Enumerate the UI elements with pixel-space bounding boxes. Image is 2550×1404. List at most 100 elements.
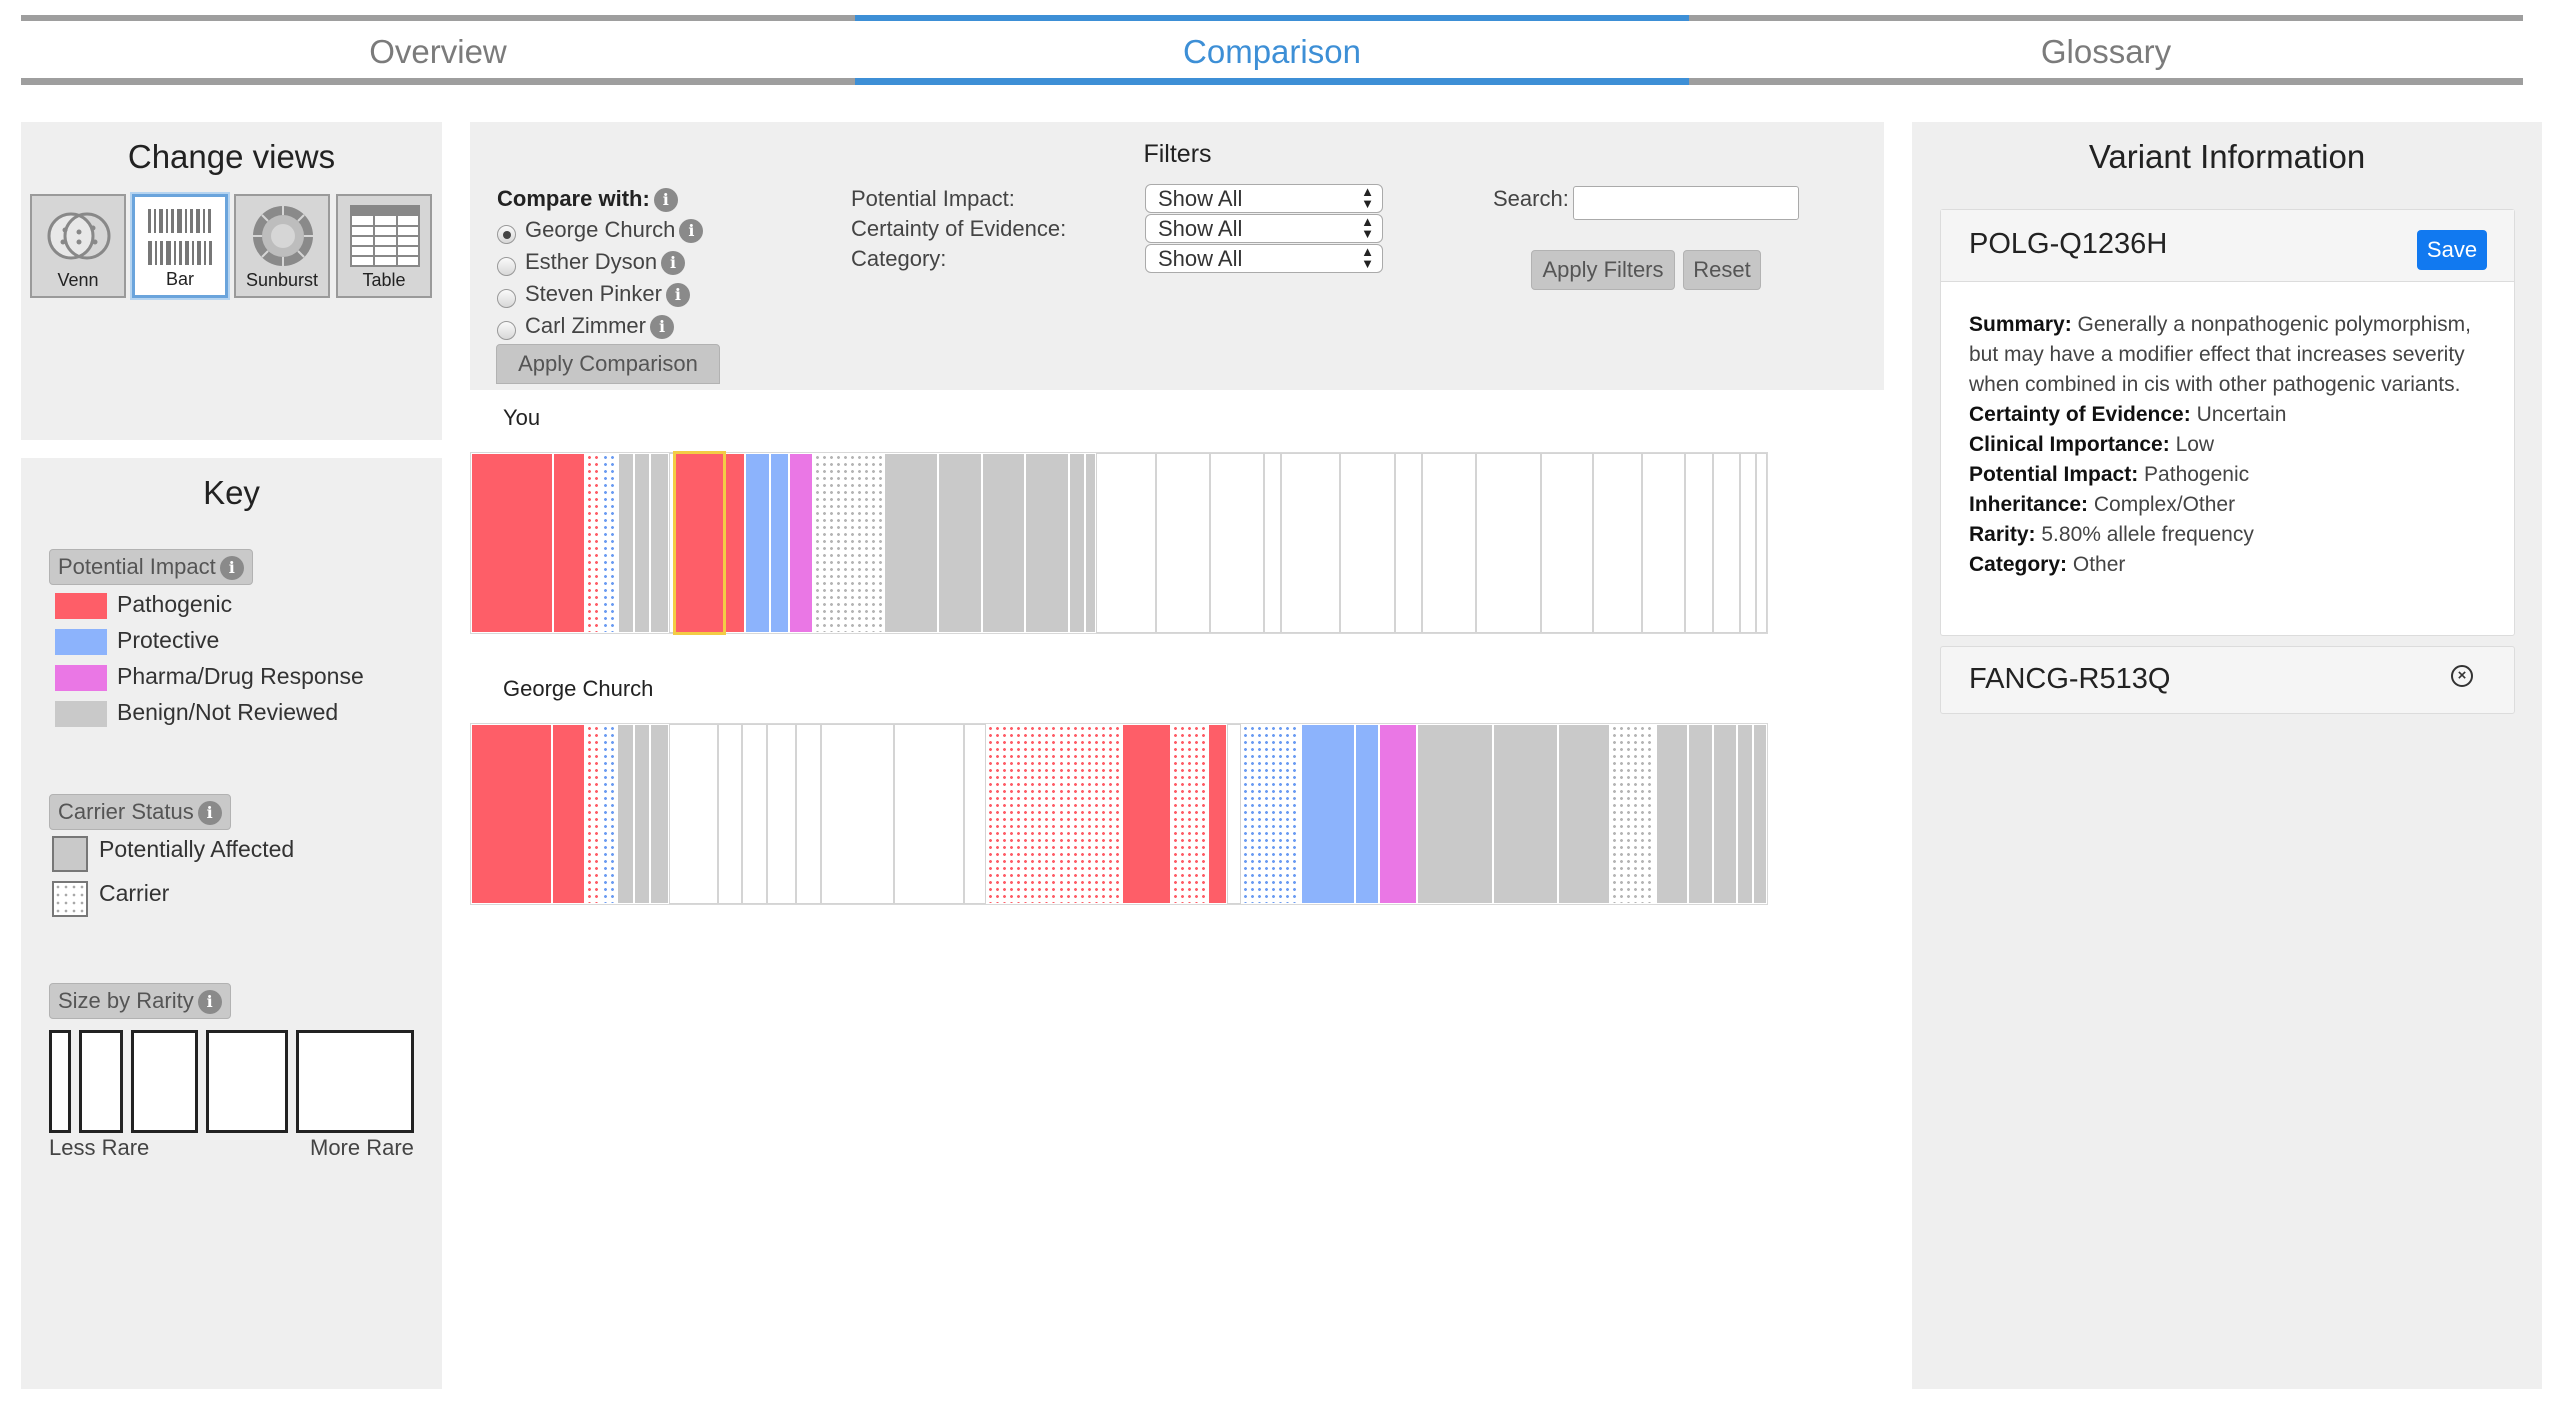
variant-segment-c-pathogenic[interactable] (585, 453, 602, 633)
variant-segment-pathogenic[interactable] (1121, 724, 1171, 904)
variant-segment-empty[interactable] (1739, 453, 1757, 633)
variant-segment-empty[interactable] (1264, 453, 1281, 633)
variant-segment-pathogenic[interactable] (1208, 724, 1228, 904)
info-icon[interactable]: i (197, 990, 222, 1015)
variant-segment-pathogenic[interactable] (552, 724, 585, 904)
variant-segment-benign[interactable] (1688, 724, 1713, 904)
variant-segment-benign[interactable] (981, 453, 1026, 633)
variant-segment-empty[interactable] (668, 724, 718, 904)
search-input[interactable] (1573, 186, 1799, 220)
tab-glossary[interactable]: Glossary (1689, 15, 2523, 85)
variant-segment-benign[interactable] (1712, 724, 1738, 904)
variant-segment-protective[interactable] (1354, 724, 1380, 904)
variant-segment-benign[interactable] (1558, 724, 1610, 904)
variant-segment-empty[interactable] (717, 724, 743, 904)
variant-segment-pathogenic[interactable] (723, 453, 746, 633)
variant-segment-benign[interactable] (617, 453, 635, 633)
radio-george-church[interactable] (497, 225, 516, 244)
variant-segment-c-pathogenic[interactable] (584, 724, 602, 904)
variant-segment-c-pathogenic[interactable] (1170, 724, 1209, 904)
variant-segment-empty[interactable] (669, 453, 675, 633)
variant-segment-empty[interactable] (1712, 453, 1740, 633)
variant-segment-benign[interactable] (1417, 724, 1494, 904)
potential-impact-tag[interactable]: Potential Impact i (49, 549, 253, 585)
sunburst-view-button[interactable]: Sunburst (234, 194, 330, 298)
variant-segment-empty[interactable] (742, 724, 767, 904)
variant-segment-c-benign[interactable] (1609, 724, 1656, 904)
category-select[interactable]: Show All ▲ ▼ (1145, 244, 1383, 273)
variant-segment-pathogenic[interactable] (471, 453, 553, 633)
variant-segment-benign[interactable] (1085, 453, 1096, 633)
variant-segment-pathogenic[interactable] (471, 724, 553, 904)
variant-segment-c-protective[interactable] (601, 453, 618, 633)
variant-segment-pharma[interactable] (788, 453, 814, 633)
variant-segment-benign[interactable] (938, 453, 982, 633)
variant-segment-empty[interactable] (820, 724, 894, 904)
variant-segment-c-pathogenic[interactable] (986, 724, 1057, 904)
variant-segment-empty[interactable] (1756, 453, 1767, 633)
info-icon[interactable]: i (653, 188, 678, 213)
variant-segment-empty[interactable] (1340, 453, 1395, 633)
variant-segment-pathogenic[interactable] (552, 453, 586, 633)
tab-comparison[interactable]: Comparison (855, 15, 1689, 85)
variant-segment-empty[interactable] (1593, 453, 1643, 633)
variant-segment-benign[interactable] (1737, 724, 1754, 904)
variant-segment-empty[interactable] (1642, 453, 1686, 633)
variant-segment-protective[interactable] (769, 453, 789, 633)
variant-segment-empty[interactable] (1541, 453, 1594, 633)
variant-segment-empty[interactable] (1476, 453, 1542, 633)
potential-impact-select[interactable]: Show All ▲ ▼ (1145, 184, 1383, 213)
variant-segment-c-pathogenic[interactable] (1056, 724, 1122, 904)
size-by-rarity-tag[interactable]: Size by Rarity i (49, 983, 231, 1019)
variant-segment-empty[interactable] (1421, 453, 1477, 633)
variant-segment-pathogenic[interactable] (672, 451, 726, 635)
info-icon[interactable]: i (665, 283, 690, 308)
certainty-select[interactable]: Show All ▲ ▼ (1145, 214, 1383, 243)
variant-segment-benign[interactable] (617, 724, 634, 904)
variant-segment-empty[interactable] (1095, 453, 1156, 633)
variant-segment-benign[interactable] (1753, 724, 1767, 904)
variant-segment-empty[interactable] (1685, 453, 1713, 633)
variant-segment-empty[interactable] (893, 724, 965, 904)
variant-segment-c-protective[interactable] (1241, 724, 1301, 904)
variant-segment-benign[interactable] (883, 453, 939, 633)
variant-segment-empty[interactable] (964, 724, 987, 904)
radio-carl-zimmer[interactable] (497, 321, 516, 340)
variant-segment-protective[interactable] (1300, 724, 1355, 904)
variant-segment-empty[interactable] (1227, 724, 1241, 904)
bar-view-button[interactable]: Bar (132, 194, 228, 298)
save-button[interactable]: Save (2417, 230, 2487, 270)
variant-segment-benign[interactable] (650, 453, 670, 633)
variant-segment-empty[interactable] (1210, 453, 1265, 633)
variant-segment-benign[interactable] (1068, 453, 1086, 633)
variant-card-header[interactable]: POLG-Q1236H Save (1941, 210, 2514, 282)
variant-segment-pharma[interactable] (1379, 724, 1418, 904)
variant-segment-c-protective[interactable] (601, 724, 618, 904)
reset-button[interactable]: Reset (1683, 250, 1761, 290)
variant-segment-empty[interactable] (1394, 453, 1422, 633)
variant-segment-benign[interactable] (1493, 724, 1559, 904)
variant-segment-benign[interactable] (633, 724, 650, 904)
info-icon[interactable]: i (219, 556, 244, 581)
carrier-status-tag[interactable]: Carrier Status i (49, 794, 231, 830)
info-icon[interactable]: i (661, 251, 686, 276)
variant-segment-protective[interactable] (745, 453, 770, 633)
info-icon[interactable]: i (679, 219, 704, 244)
variant-segment-empty[interactable] (796, 724, 821, 904)
variant-card-fancg[interactable]: FANCG-R513Q × (1940, 646, 2515, 714)
variant-segment-benign[interactable] (1025, 453, 1069, 633)
variant-segment-benign[interactable] (1655, 724, 1689, 904)
venn-view-button[interactable]: Venn (30, 194, 126, 298)
info-icon[interactable]: i (197, 801, 222, 826)
variant-segment-empty[interactable] (1280, 453, 1341, 633)
variant-segment-empty[interactable] (1155, 453, 1210, 633)
apply-filters-button[interactable]: Apply Filters (1531, 250, 1675, 290)
tab-overview[interactable]: Overview (21, 15, 855, 85)
variant-segment-benign[interactable] (649, 724, 669, 904)
variant-segment-c-benign[interactable] (813, 453, 884, 633)
variant-segment-benign[interactable] (634, 453, 651, 633)
close-icon[interactable]: × (2451, 665, 2473, 687)
info-icon[interactable]: i (650, 315, 674, 340)
table-view-button[interactable]: Table (336, 194, 432, 298)
apply-comparison-button[interactable]: Apply Comparison (496, 344, 720, 384)
